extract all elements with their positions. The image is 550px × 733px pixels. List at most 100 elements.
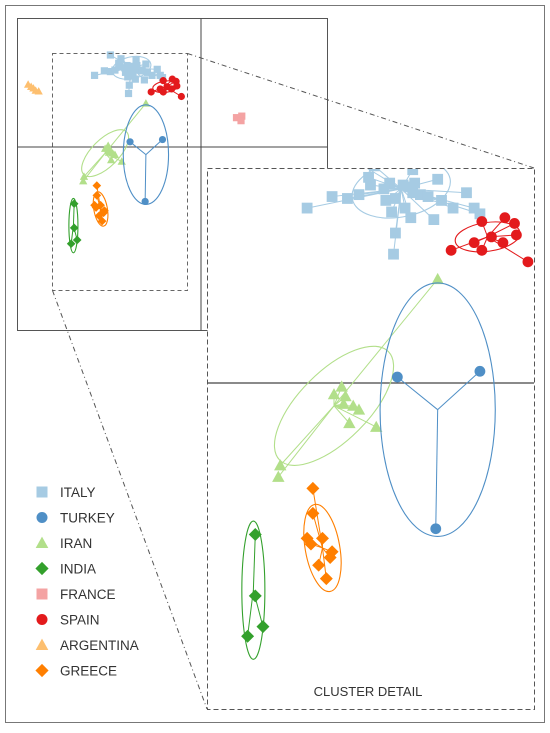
detail-point-italy-1 [368, 169, 380, 172]
overview-spoke-iran-10 [82, 152, 106, 182]
detail-point-greece-3 [316, 531, 329, 545]
detail-point-spain-2 [509, 218, 520, 229]
connector-bottom [52, 290, 208, 710]
detail-point-italy-10 [365, 179, 376, 191]
overview-point-italy-16 [138, 67, 146, 75]
detail-series-italy [301, 169, 486, 260]
detail-point-italy-16 [422, 191, 434, 202]
detail-point-greece-0 [306, 481, 320, 495]
detail-point-italy-18 [461, 187, 472, 199]
overview-point-italy-17 [143, 68, 152, 76]
detail-point-argentina-4 [140, 231, 152, 242]
detail-point-italy-29 [409, 177, 421, 189]
overview-point-spain-8 [159, 88, 167, 96]
detail-point-turkey-0 [391, 371, 403, 383]
overview-point-greece-0 [92, 181, 102, 190]
detail-point-spain-8 [476, 244, 488, 256]
detail-point-italy-24 [405, 212, 417, 224]
detail-point-spain-3 [511, 229, 522, 241]
detail-point-italy-6 [363, 171, 374, 183]
overview-point-india-2 [72, 235, 82, 245]
overview-point-italy-7 [100, 67, 108, 75]
overview-series-turkey [122, 104, 170, 206]
legend-marker-india [35, 561, 49, 576]
overview-point-italy-2 [132, 56, 140, 64]
detail-point-greece-7 [312, 558, 326, 572]
detail-point-greece-5 [304, 537, 318, 551]
overview-series-spain [147, 75, 185, 101]
detail-point-iran-1 [327, 388, 341, 400]
overview-point-iran-9 [79, 172, 89, 180]
legend-label-greece: GREECE [60, 664, 117, 679]
legend-label-india: INDIA [60, 562, 96, 577]
overview-point-spain-9 [177, 92, 185, 101]
detail-point-italy-7 [326, 191, 338, 202]
detail-point-iran-7 [352, 403, 366, 415]
detail-point-italy-28 [388, 248, 399, 260]
detail-series-iran [272, 272, 444, 482]
overview-point-iran-10 [79, 176, 88, 185]
overview-point-italy-10 [115, 62, 124, 70]
overview-point-italy-30 [121, 64, 129, 72]
detail-spoke-argentina-4 [146, 237, 154, 241]
overview-point-argentina-4 [26, 82, 36, 91]
overview-point-italy-22 [124, 73, 132, 81]
detail-point-greece-6 [323, 551, 337, 564]
detail-point-italy-13 [403, 181, 415, 193]
detail-point-argentina-3 [151, 240, 163, 251]
detail-point-italy-30 [378, 183, 390, 195]
detail-series-spain [445, 212, 534, 268]
detail-point-italy-23 [399, 202, 411, 214]
detail-point-italy-8 [342, 193, 353, 204]
detail-point-italy-9 [353, 189, 365, 201]
detail-point-italy-27 [390, 227, 401, 239]
overview-point-italy-29 [133, 61, 141, 70]
legend-marker-greece [35, 663, 49, 678]
overview-point-italy-0 [106, 51, 115, 59]
zoom-region [52, 53, 188, 291]
detail-point-italy-25 [428, 214, 440, 225]
detail-ellipse-greece [303, 503, 342, 593]
overview-point-france-1 [238, 112, 246, 120]
detail-point-turkey-2 [430, 523, 442, 535]
overview-point-turkey-2 [141, 197, 149, 206]
detail-point-iran-2 [335, 380, 348, 392]
overview-panel [17, 18, 328, 331]
detail-spoke-turkey-0 [397, 376, 438, 411]
detail-point-italy-3 [384, 177, 396, 189]
overview-point-france-2 [237, 117, 245, 125]
zoom-connectors [52, 53, 535, 710]
overview-point-italy-24 [131, 75, 139, 83]
detail-plot [140, 169, 534, 660]
overview-point-france-0 [232, 114, 241, 122]
overview-series-iran [79, 99, 151, 185]
detail-point-india-0 [248, 528, 262, 541]
overview-point-italy-8 [106, 67, 115, 76]
overview-series-italy [90, 51, 167, 98]
detail-series-turkey [379, 282, 496, 537]
overview-series-argentina [23, 80, 43, 95]
detail-point-iran-10 [272, 470, 285, 482]
detail-point-italy-4 [397, 179, 409, 191]
legend-marker-spain [36, 614, 48, 625]
overview-point-italy-28 [124, 89, 133, 98]
detail-point-italy-15 [415, 189, 426, 201]
overview-point-italy-26 [148, 71, 156, 79]
detail-point-india-1 [241, 629, 255, 643]
detail-frame [207, 168, 535, 710]
detail-spoke-argentina-3 [154, 241, 158, 247]
overview-series-india [66, 197, 82, 254]
detail-spoke-turkey-2 [435, 409, 439, 529]
detail-point-india-2 [256, 620, 270, 634]
detail-point-greece-1 [306, 506, 320, 520]
overview-point-italy-18 [153, 65, 161, 73]
legend-marker-france [36, 588, 48, 600]
detail-spoke-india-0 [252, 534, 256, 591]
legend-marker-italy [36, 486, 48, 498]
detail-spoke-turkey-1 [437, 370, 481, 411]
legend-label-italy: ITALY [60, 485, 96, 500]
overview-point-greece-1 [92, 191, 102, 200]
detail-point-spain-4 [486, 231, 497, 243]
